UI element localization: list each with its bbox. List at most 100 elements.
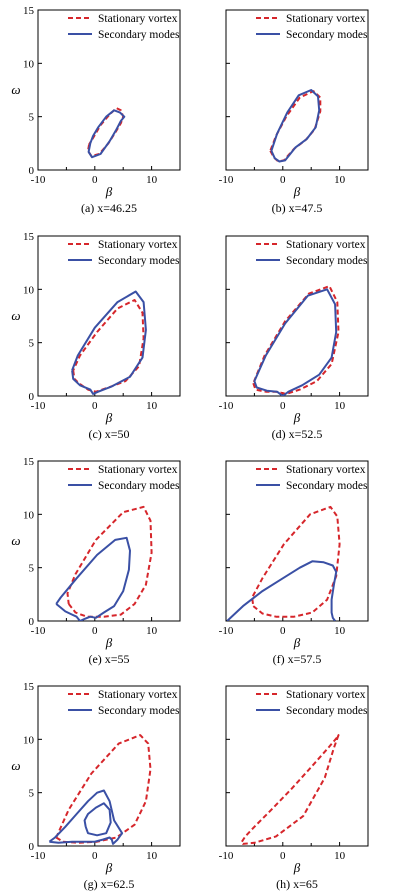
legend-label-secondary: Secondary modes (98, 255, 180, 267)
y-tick-label: 10 (23, 509, 35, 521)
y-tick-label: 5 (29, 563, 35, 575)
legend-label-secondary: Secondary modes (286, 480, 368, 492)
secondary-modes-curve (55, 536, 131, 621)
y-axis-label: ω (11, 82, 20, 97)
panel-caption: (d) x=52.5 (272, 427, 323, 441)
panel-caption: (h) x=65 (276, 877, 318, 891)
panel-d: -10 0 10 β (d) x=52.5 Stationary vortex Second… (219, 235, 369, 441)
x-axis-label: β (105, 184, 113, 199)
y-tick-label: 5 (29, 112, 35, 124)
stationary-vortex-curve (252, 285, 340, 395)
x-tick-label: -10 (31, 625, 46, 637)
x-tick-label: 10 (334, 400, 346, 412)
plot-frame (37, 685, 181, 847)
x-tick-label: 0 (280, 625, 286, 637)
plot-frame (225, 235, 369, 397)
x-tick-label: 10 (146, 400, 158, 412)
y-tick-label: 5 (29, 338, 35, 350)
legend-label-stationary: Stationary vortex (98, 13, 178, 25)
legend-label-stationary: Stationary vortex (286, 464, 366, 476)
x-axis-label: β (293, 184, 301, 199)
stationary-vortex-curve (251, 505, 341, 618)
legend-label-secondary: Secondary modes (286, 255, 368, 267)
y-tick-label: 10 (23, 734, 35, 746)
stationary-vortex-curve (241, 734, 340, 845)
legend-label-secondary: Secondary modes (286, 705, 368, 717)
x-tick-label: 0 (280, 400, 286, 412)
secondary-modes-curve (253, 288, 338, 396)
secondary-modes-curve (270, 89, 321, 163)
legend-label-secondary: Secondary modes (98, 705, 180, 717)
panel-caption: (a) x=46.25 (81, 201, 137, 215)
legend-label-stationary: Stationary vortex (98, 239, 178, 251)
plot-frame (225, 685, 369, 847)
plot-frame (225, 9, 369, 171)
panel-caption: (b) x=47.5 (272, 201, 323, 215)
legend-label-stationary: Stationary vortex (286, 689, 366, 701)
legend: Stationary vortex Secondary modes (256, 239, 368, 267)
legend-label-stationary: Stationary vortex (98, 464, 178, 476)
secondary-modes-curve (71, 290, 147, 395)
x-tick-label: -10 (219, 174, 234, 186)
x-tick-label: -10 (31, 400, 46, 412)
stationary-vortex-curve (87, 107, 125, 158)
legend: Stationary vortex Secondary modes (68, 464, 180, 492)
panel-caption: (g) x=62.5 (84, 877, 135, 891)
x-tick-label: -10 (31, 850, 46, 862)
panel-caption: (f) x=57.5 (273, 652, 322, 666)
legend-label-stationary: Stationary vortex (286, 239, 366, 251)
x-tick-label: 0 (92, 400, 98, 412)
panel-b: -10 0 10 β (b) x=47.5 Stationary vortex Second… (219, 9, 369, 215)
y-tick-label: 0 (29, 165, 35, 177)
plot-frame (37, 235, 181, 397)
y-tick-label: 15 (23, 456, 35, 468)
x-tick-label: 10 (146, 174, 158, 186)
x-axis-label: β (293, 410, 301, 425)
legend-label-secondary: Secondary modes (286, 29, 368, 41)
x-tick-label: -10 (219, 400, 234, 412)
y-tick-label: 0 (29, 841, 35, 853)
x-tick-label: 10 (146, 850, 158, 862)
x-tick-label: -10 (219, 850, 234, 862)
x-tick-label: 0 (280, 850, 286, 862)
legend: Stationary vortex Secondary modes (68, 13, 180, 41)
y-axis-label: ω (11, 758, 20, 773)
y-tick-label: 0 (29, 616, 35, 628)
y-axis-label: ω (11, 308, 20, 323)
x-tick-label: 0 (92, 850, 98, 862)
x-tick-label: 10 (334, 850, 346, 862)
secondary-modes-curve (83, 802, 112, 837)
secondary-modes-curve (87, 109, 126, 159)
stationary-vortex-curve (66, 505, 153, 618)
x-tick-label: 0 (92, 625, 98, 637)
panel-caption: (c) x=50 (88, 427, 129, 441)
x-axis-label: β (105, 635, 113, 650)
x-tick-label: 10 (146, 625, 158, 637)
y-tick-label: 15 (23, 231, 35, 243)
legend-label-secondary: Secondary modes (98, 29, 180, 41)
legend-label-stationary: Stationary vortex (286, 13, 366, 25)
secondary-modes-curve (226, 560, 338, 621)
x-tick-label: -10 (219, 625, 234, 637)
panel-caption: (e) x=55 (88, 652, 129, 666)
y-tick-label: 15 (23, 681, 35, 693)
plot-frame (37, 9, 181, 171)
legend: Stationary vortex Secondary modes (68, 239, 180, 267)
secondary-modes-curve (48, 789, 124, 845)
y-tick-label: 0 (29, 391, 35, 403)
legend-label-stationary: Stationary vortex (98, 689, 178, 701)
legend-label-secondary: Secondary modes (98, 480, 180, 492)
x-axis-label: β (293, 635, 301, 650)
panel-f: -10 0 10 β (f) x=57.5 Stationary vortex Second… (219, 460, 369, 666)
x-axis-label: β (105, 410, 113, 425)
legend: Stationary vortex Secondary modes (256, 464, 368, 492)
plot-frame (225, 460, 369, 622)
y-tick-label: 10 (23, 284, 35, 296)
x-tick-label: 10 (334, 174, 346, 186)
x-tick-label: 0 (280, 174, 286, 186)
